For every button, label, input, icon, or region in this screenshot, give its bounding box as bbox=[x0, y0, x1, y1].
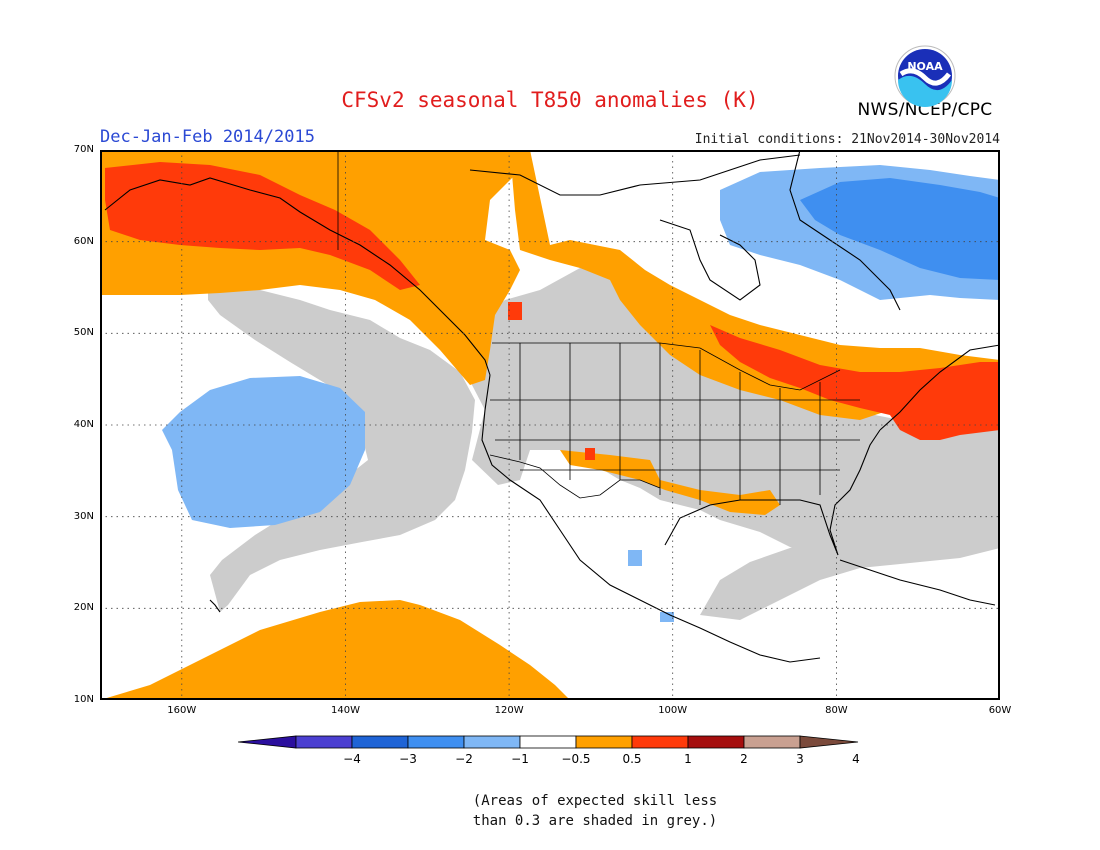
coastline-arctic bbox=[469, 154, 801, 196]
lat-label-10n: 10N bbox=[73, 694, 94, 705]
coastline-hudson-bay bbox=[659, 219, 761, 301]
lat-label-40n: 40N bbox=[73, 419, 94, 430]
anomaly-map bbox=[100, 150, 1000, 700]
coastline-greenland bbox=[789, 150, 901, 311]
coastline-gulf-florida bbox=[664, 429, 881, 556]
lon-label-120w: 120W bbox=[494, 705, 524, 716]
coastline-caribbean bbox=[839, 559, 996, 606]
noaa-logo: NOAA bbox=[894, 45, 956, 107]
color-bar bbox=[238, 735, 859, 749]
coastline-east-canada bbox=[879, 344, 1000, 431]
color-bar-tick-label: −1 bbox=[511, 752, 529, 766]
chart-title: CFSv2 seasonal T850 anomalies (K) bbox=[341, 88, 759, 112]
color-bar-segment bbox=[631, 735, 689, 749]
lon-label-80w: 80W bbox=[825, 705, 848, 716]
coastline-west-coast bbox=[481, 374, 821, 663]
agency-label: NWS/NCEP/CPC bbox=[857, 100, 993, 120]
grey-skill-regions bbox=[208, 268, 1000, 620]
color-bar-max-arrow bbox=[799, 735, 859, 749]
borders bbox=[337, 150, 860, 505]
us-canada-border bbox=[492, 342, 841, 391]
color-bar-min-arrow bbox=[238, 735, 297, 749]
lon-label-160w: 160W bbox=[167, 705, 197, 716]
color-bar-tick-label: 3 bbox=[796, 752, 804, 766]
color-bar-segment bbox=[351, 735, 409, 749]
cool-pacific-dot bbox=[660, 612, 674, 622]
lat-label-20n: 20N bbox=[73, 602, 94, 614]
state-lines bbox=[490, 343, 860, 505]
warm-bc-dot bbox=[508, 302, 522, 320]
color-bar-segment bbox=[575, 735, 633, 749]
map-frame bbox=[100, 150, 1000, 700]
color-bar-segment bbox=[687, 735, 745, 749]
color-bar-segment bbox=[407, 735, 465, 749]
color-bar-tick-label: −2 bbox=[455, 752, 473, 766]
color-bar-tick-label: −3 bbox=[399, 752, 417, 766]
lat-label-70n: 70N bbox=[73, 144, 94, 155]
color-bar-segment bbox=[743, 735, 801, 749]
grey-east-pacific-band bbox=[208, 285, 475, 612]
cool-anomaly-medium bbox=[800, 178, 1000, 280]
color-bar-segment bbox=[519, 735, 577, 749]
lat-label-30n: 30N bbox=[73, 510, 94, 522]
color-bar-tick-label: 1 bbox=[684, 752, 692, 766]
color-bar-tick-label: 0.5 bbox=[622, 752, 642, 766]
skill-note: (Areas of expected skill less than 0.3 a… bbox=[430, 791, 760, 831]
lon-label-100w: 100W bbox=[658, 705, 688, 716]
warm-alaska-core bbox=[105, 162, 420, 290]
lat-label-50n: 50N bbox=[73, 327, 94, 339]
color-bar-segment bbox=[295, 735, 353, 749]
grey-west-conus bbox=[472, 268, 1000, 552]
color-bar-tick-label: −4 bbox=[343, 752, 361, 766]
warm-anomaly-strong bbox=[105, 162, 1000, 460]
color-bar-tick-label: 4 bbox=[852, 752, 860, 766]
lon-label-140w: 140W bbox=[331, 705, 360, 716]
cool-mexico-dot bbox=[628, 550, 642, 566]
skill-note-line-2: than 0.3 are shaded in grey.) bbox=[472, 813, 718, 829]
grey-caribbean bbox=[700, 540, 1000, 620]
warm-southern-us bbox=[560, 450, 780, 515]
skill-note-line-1: (Areas of expected skill less bbox=[472, 793, 718, 809]
lat-label-60n: 60N bbox=[73, 235, 94, 247]
initial-conditions-label: Initial conditions: 21Nov2014-30Nov2014 bbox=[694, 132, 1000, 147]
coastlines bbox=[104, 150, 1000, 663]
coastline-hawaii bbox=[209, 599, 221, 613]
graticule bbox=[100, 150, 1000, 700]
warm-tropical-pacific bbox=[100, 600, 570, 700]
us-mexico-border bbox=[489, 454, 661, 499]
color-bar-segment bbox=[463, 735, 521, 749]
logo-text: NOAA bbox=[907, 60, 943, 73]
season-label: Dec-Jan-Feb 2014/2015 bbox=[100, 127, 315, 147]
cool-central-pacific bbox=[162, 376, 365, 528]
color-bar-tick-label: −0.5 bbox=[561, 752, 591, 766]
warm-great-lakes-northeast bbox=[710, 325, 1000, 440]
warm-southwest-dot bbox=[585, 448, 595, 460]
coastline-alaska bbox=[104, 177, 491, 376]
warm-canada-northeast bbox=[510, 150, 1000, 420]
color-bar-segments bbox=[238, 735, 859, 749]
lon-label-60w: 60W bbox=[988, 705, 1012, 716]
color-bar-tick-label: 2 bbox=[740, 752, 748, 766]
